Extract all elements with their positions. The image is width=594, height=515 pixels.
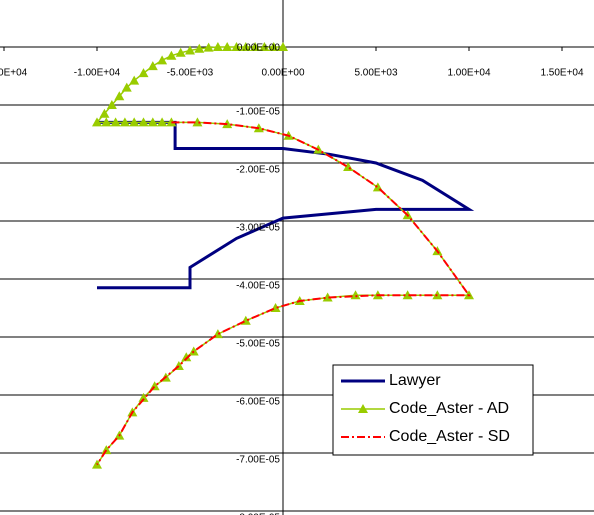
legend: Lawyer Code_Aster - AD Code_Aster - SD [332,364,534,456]
y-tick-label: -5.00E-05 [236,339,280,350]
marker [101,117,112,127]
marker [138,117,149,127]
marker [322,292,333,302]
marker [99,108,110,118]
y-tick-label: -3.00E-05 [236,223,280,234]
marker [212,42,223,51]
marker [119,117,130,127]
y-tick-label: -6.00E-05 [236,397,280,408]
x-tick-label: -1.50E+04 [0,68,28,79]
marker [129,75,140,85]
y-tick-label: 0.00E+00 [237,43,281,54]
x-tick-label: -1.00E+04 [74,68,121,79]
marker [147,61,158,71]
series-line [97,120,475,290]
marker [121,82,132,92]
x-tick-label: 5.00E+03 [354,68,398,79]
y-tick-label: -1.00E-05 [236,107,280,118]
marker [192,117,203,127]
marker [114,91,125,101]
y-tick-label: -4.00E-05 [236,281,280,292]
marker [185,45,195,55]
marker [222,42,233,51]
marker [259,42,270,51]
x-tick-label: 1.00E+04 [447,68,491,79]
y-tick-label: -8.00E-05 [236,513,280,515]
x-tick-label: 1.50E+04 [540,68,584,79]
legend-marker [358,404,368,413]
marker [138,68,149,78]
marker [110,117,121,127]
marker [181,352,192,362]
marker [231,42,242,51]
x-tick-label: 0.00E+00 [261,68,305,79]
legend-label: Code_Aster - AD [389,400,509,417]
marker [175,47,186,57]
marker [106,100,117,109]
y-tick-label: -2.00E-05 [236,165,280,176]
marker [194,43,205,53]
marker [166,50,177,60]
marker [147,117,158,127]
marker [402,290,413,300]
marker [101,445,112,455]
marker [138,392,149,402]
legend-label: Code_Aster - SD [389,428,510,445]
marker [250,42,261,51]
marker [240,42,251,51]
marker [268,42,279,51]
marker [157,117,168,127]
marker [92,117,102,127]
y-tick-label: -7.00E-05 [236,455,280,466]
marker [278,42,288,51]
marker [157,55,168,65]
marker [203,42,214,52]
x-tick-label: -5.00E+03 [167,68,214,79]
marker [350,290,361,300]
legend-label: Lawyer [389,372,441,389]
series-line [96,121,471,466]
marker [129,117,140,127]
marker [188,346,199,356]
